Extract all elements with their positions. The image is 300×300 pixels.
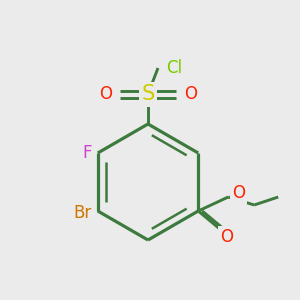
Text: S: S: [141, 84, 154, 104]
Text: O: O: [99, 85, 112, 103]
Text: Cl: Cl: [166, 59, 182, 77]
Text: O: O: [220, 228, 233, 246]
Text: Br: Br: [74, 204, 92, 222]
Text: O: O: [232, 184, 245, 202]
Text: O: O: [184, 85, 197, 103]
Text: F: F: [82, 144, 92, 162]
